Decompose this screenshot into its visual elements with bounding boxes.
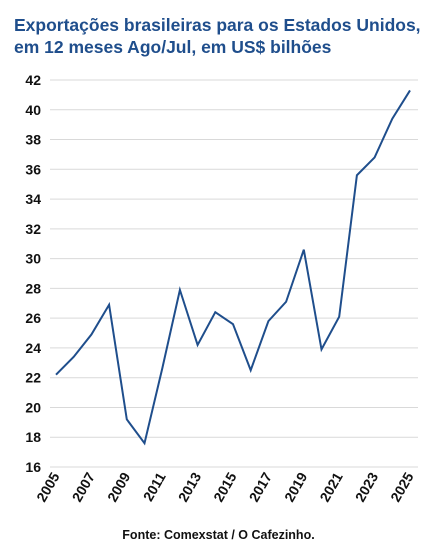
x-tick-label: 2023 (352, 469, 382, 504)
y-tick-label: 16 (25, 459, 41, 475)
data-point-2018 (285, 301, 287, 303)
y-tick-label: 30 (25, 251, 41, 267)
gridlines (50, 79, 418, 468)
data-point-2025 (409, 89, 411, 91)
x-tick-label: 2011 (140, 469, 169, 503)
data-point-2010 (144, 442, 146, 444)
y-tick-label: 32 (25, 221, 41, 237)
x-tick-label: 2009 (104, 469, 134, 504)
data-point-2022 (356, 174, 358, 176)
data-point-2019 (303, 249, 305, 251)
y-tick-label: 24 (25, 340, 41, 356)
data-point-2021 (338, 316, 340, 318)
y-tick-label: 42 (25, 72, 41, 88)
chart-title: Exportações brasileiras para os Estados … (14, 14, 434, 58)
data-point-2013 (197, 344, 199, 346)
data-point-2007 (90, 334, 92, 336)
series-layer (55, 89, 411, 446)
y-tick-label: 18 (25, 429, 41, 445)
data-point-2011 (161, 368, 163, 370)
x-tick-label: 2015 (210, 469, 240, 504)
x-tick-label: 2025 (387, 469, 417, 504)
chart-subtitle: em 12 meses Ago/Jul, em US$ bilhões (14, 37, 332, 57)
data-point-2024 (391, 118, 393, 120)
data-point-2005 (55, 374, 57, 376)
data-point-2015 (232, 323, 234, 325)
data-point-2008 (108, 304, 110, 306)
y-tick-label: 20 (25, 399, 41, 415)
x-tick-label: 2007 (69, 469, 99, 504)
data-point-2009 (126, 418, 128, 420)
y-axis-tick-labels: 16 18 20 22 24 26 28 30 32 34 36 38 40 42 (25, 72, 41, 475)
y-tick-label: 22 (25, 370, 41, 386)
y-tick-label: 28 (25, 280, 41, 296)
source-note: Fonte: Comexstat / O Cafezinho. (122, 528, 315, 542)
y-tick-label: 26 (25, 310, 41, 326)
y-tick-label: 36 (25, 161, 41, 177)
data-point-2006 (73, 356, 75, 358)
x-tick-label: 2019 (281, 469, 311, 504)
x-tick-label: 2017 (246, 469, 276, 504)
data-point-2020 (321, 348, 323, 350)
x-tick-label: 2021 (316, 469, 346, 504)
data-point-2023 (374, 156, 376, 158)
data-point-2017 (267, 320, 269, 322)
y-tick-label: 40 (25, 102, 41, 118)
data-point-2016 (250, 369, 252, 371)
data-point-2012 (179, 289, 181, 291)
x-tick-label: 2013 (175, 469, 205, 504)
chart-title-line-1: Exportações brasileiras para os Estados … (14, 15, 421, 35)
data-point-2014 (214, 311, 216, 313)
x-axis-tick-labels: 2005 2007 2009 2011 2013 2015 2017 2019 2021 2023… (33, 469, 417, 504)
y-tick-label: 38 (25, 132, 41, 148)
series-line-0 (55, 89, 411, 446)
y-tick-label: 34 (25, 191, 41, 207)
